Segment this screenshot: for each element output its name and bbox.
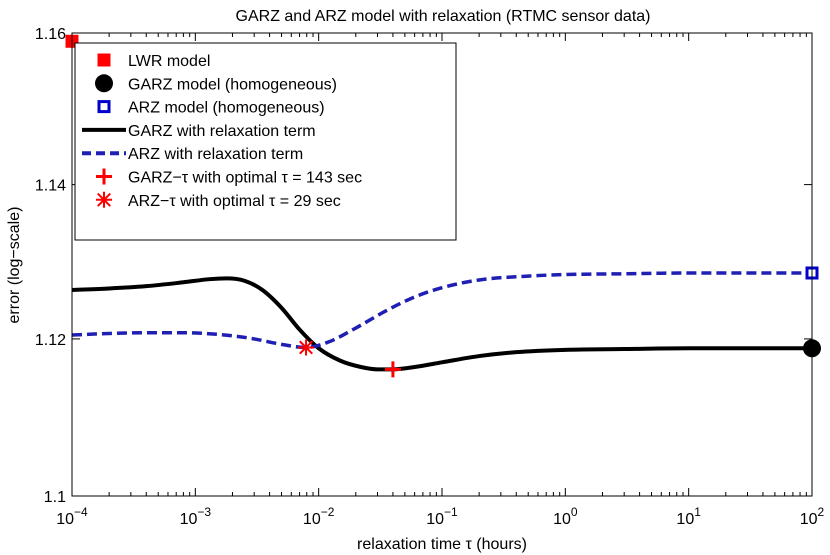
legend-box xyxy=(74,42,457,241)
legend-item: ARZ model (homogeneous) xyxy=(97,100,325,117)
x-tick-base: 10 xyxy=(56,511,74,528)
x-tick-base: 10 xyxy=(303,511,321,528)
x-tick-exponent: −2 xyxy=(321,505,335,519)
x-tick-label: 100 xyxy=(553,505,578,528)
y-tick-label: 1.14 xyxy=(35,178,66,195)
legend: LWR model GARZ model (homogeneous) ARZ mod… xyxy=(74,42,457,241)
legend-symbol-filled-square xyxy=(97,53,111,67)
x-axis-label: relaxation time τ (hours) xyxy=(357,536,527,553)
legend-item: ARZ−τ with optimal τ = 29 sec xyxy=(96,191,341,210)
legend-item: GARZ−τ with optimal τ = 143 sec xyxy=(96,168,362,187)
x-tick-base: 10 xyxy=(800,511,818,528)
x-tick-exponent: −3 xyxy=(197,505,211,519)
legend-label: GARZ model (homogeneous) xyxy=(128,76,337,93)
legend-label: ARZ model (homogeneous) xyxy=(128,100,325,117)
x-tick-base: 10 xyxy=(553,511,571,528)
y-tick-label: 1.1 xyxy=(44,489,66,506)
legend-label: LWR model xyxy=(128,53,210,70)
y-axis-ticks: 1.1 1.12 1.14 1.16 xyxy=(35,26,812,506)
x-tick-base: 10 xyxy=(676,511,694,528)
y-axis-label: error (log−scale) xyxy=(6,207,23,324)
y-tick-label: 1.16 xyxy=(35,26,66,43)
legend-label: ARZ−τ with optimal τ = 29 sec xyxy=(128,193,341,210)
x-tick-exponent: 1 xyxy=(694,505,701,519)
legend-symbol-open-square xyxy=(97,100,111,114)
x-tick-label: 102 xyxy=(800,505,825,528)
legend-label: ARZ with relaxation term xyxy=(128,146,303,163)
data-point-6-0 xyxy=(298,339,315,356)
x-tick-label: 10−2 xyxy=(303,505,335,528)
x-tick-exponent: −4 xyxy=(74,505,88,519)
legend-symbol-asterisk xyxy=(96,191,112,208)
x-tick-label: 10−4 xyxy=(56,505,88,528)
chart-title: GARZ and ARZ model with relaxation (RTMC… xyxy=(236,8,651,25)
x-tick-label: 10−3 xyxy=(180,505,212,528)
x-tick-label: 10−1 xyxy=(426,505,458,528)
legend-item: ARZ with relaxation term xyxy=(82,146,303,163)
x-tick-exponent: −1 xyxy=(444,505,458,519)
series-curves xyxy=(71,271,812,372)
legend-label: GARZ−τ with optimal τ = 143 sec xyxy=(128,170,362,187)
x-tick-label: 101 xyxy=(676,505,701,528)
x-axis-ticks: 10−4 10−3 10−2 10−1 100 101 102 xyxy=(56,33,825,528)
y-tick-label: 1.12 xyxy=(35,332,66,349)
series-line-0 xyxy=(71,276,812,372)
series-line-1 xyxy=(71,271,812,350)
legend-symbol-plus xyxy=(96,168,112,185)
x-tick-exponent: 0 xyxy=(571,505,578,519)
legend-symbol-filled-circle xyxy=(95,74,113,93)
legend-label: GARZ with relaxation term xyxy=(128,123,316,140)
legend-item: LWR model xyxy=(97,53,210,70)
data-point-5-0 xyxy=(384,361,401,378)
x-tick-exponent: 2 xyxy=(818,505,825,519)
legend-item: GARZ with relaxation term xyxy=(82,123,316,140)
x-tick-base: 10 xyxy=(180,511,198,528)
legend-item: GARZ model (homogeneous) xyxy=(95,74,337,93)
x-tick-base: 10 xyxy=(426,511,444,528)
